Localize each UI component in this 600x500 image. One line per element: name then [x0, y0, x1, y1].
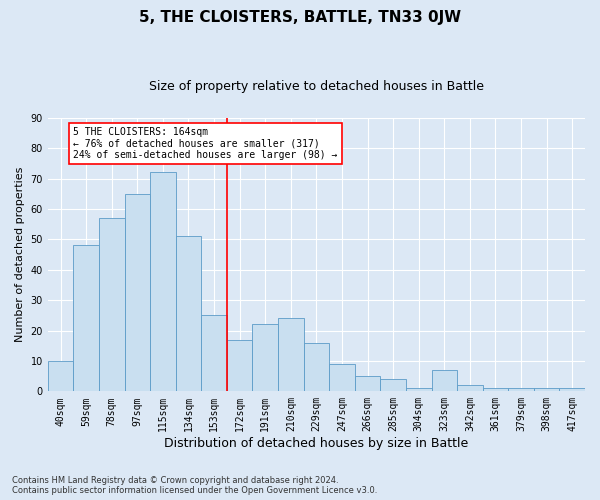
Bar: [304, 342, 329, 392]
Bar: [329, 364, 355, 392]
Bar: [99, 218, 125, 392]
Bar: [559, 388, 585, 392]
Bar: [508, 388, 534, 392]
Bar: [73, 246, 99, 392]
X-axis label: Distribution of detached houses by size in Battle: Distribution of detached houses by size …: [164, 437, 469, 450]
Text: 5 THE CLOISTERS: 164sqm
← 76% of detached houses are smaller (317)
24% of semi-d: 5 THE CLOISTERS: 164sqm ← 76% of detache…: [73, 127, 338, 160]
Bar: [253, 324, 278, 392]
Bar: [431, 370, 457, 392]
Bar: [457, 386, 482, 392]
Bar: [482, 388, 508, 392]
Bar: [125, 194, 150, 392]
Bar: [150, 172, 176, 392]
Text: Contains HM Land Registry data © Crown copyright and database right 2024.
Contai: Contains HM Land Registry data © Crown c…: [12, 476, 377, 495]
Bar: [48, 361, 73, 392]
Bar: [201, 316, 227, 392]
Title: Size of property relative to detached houses in Battle: Size of property relative to detached ho…: [149, 80, 484, 93]
Bar: [380, 379, 406, 392]
Bar: [406, 388, 431, 392]
Bar: [227, 340, 253, 392]
Y-axis label: Number of detached properties: Number of detached properties: [15, 167, 25, 342]
Bar: [278, 318, 304, 392]
Bar: [534, 388, 559, 392]
Bar: [355, 376, 380, 392]
Text: 5, THE CLOISTERS, BATTLE, TN33 0JW: 5, THE CLOISTERS, BATTLE, TN33 0JW: [139, 10, 461, 25]
Bar: [176, 236, 201, 392]
